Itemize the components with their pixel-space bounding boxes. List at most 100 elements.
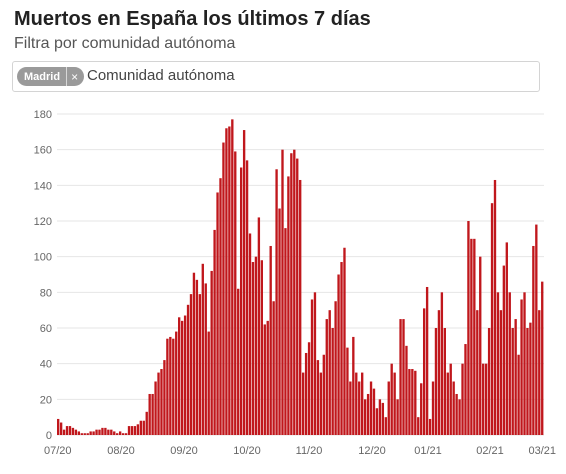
bar <box>443 328 446 435</box>
bar <box>369 381 373 435</box>
bar <box>213 229 216 435</box>
bar <box>116 433 119 435</box>
bar <box>118 431 122 435</box>
bar <box>180 320 184 435</box>
bar <box>304 352 308 435</box>
bar <box>476 310 479 435</box>
bar <box>455 393 458 435</box>
bar <box>248 233 252 435</box>
bar <box>487 328 491 435</box>
bar <box>113 431 116 435</box>
x-tick-label: 02/21 <box>476 445 504 457</box>
bar <box>95 429 98 435</box>
bar <box>263 324 266 435</box>
y-axis: 0 20 40 60 80 100 120 140 160 180 <box>34 109 52 442</box>
bar <box>425 286 429 435</box>
bar <box>361 372 364 435</box>
bar <box>80 433 83 435</box>
bar <box>484 363 488 435</box>
bar <box>139 420 142 435</box>
bar <box>89 431 92 435</box>
bar <box>417 417 420 435</box>
y-tick-label: 140 <box>34 180 52 192</box>
bar <box>98 429 101 435</box>
bar <box>62 429 66 435</box>
bar <box>234 151 237 435</box>
bar <box>92 431 95 435</box>
bar <box>204 283 207 435</box>
bar <box>178 317 181 435</box>
bar <box>245 160 249 435</box>
bar <box>390 363 393 435</box>
bar <box>340 262 343 435</box>
x-tick-label: 08/20 <box>107 445 135 457</box>
bar <box>511 328 514 435</box>
bar <box>278 208 281 435</box>
y-tick-label: 20 <box>40 394 52 406</box>
bar <box>77 431 81 435</box>
bar <box>269 245 272 435</box>
bar <box>411 369 414 435</box>
bar <box>322 354 325 435</box>
bar <box>514 319 517 435</box>
bar <box>254 256 258 435</box>
bar <box>216 192 219 435</box>
bar <box>541 281 544 435</box>
y-tick-label: 180 <box>34 109 52 121</box>
bar <box>402 319 405 435</box>
bar <box>414 370 417 435</box>
bar <box>375 408 379 435</box>
bar <box>59 422 63 435</box>
filter-placeholder: Comunidad autónoma <box>87 67 235 84</box>
bar <box>142 420 145 435</box>
bar <box>529 322 532 435</box>
bar <box>446 372 449 435</box>
region-filter-input[interactable]: Madrid × Comunidad autónoma <box>12 61 540 92</box>
bar <box>166 338 169 435</box>
bar <box>101 427 104 435</box>
x-tick-label: 07/20 <box>44 445 72 457</box>
bar <box>437 310 441 435</box>
bar <box>440 292 444 435</box>
bar <box>358 381 361 435</box>
y-tick-label: 100 <box>34 252 52 264</box>
bar <box>133 426 137 435</box>
y-tick-label: 120 <box>34 216 52 228</box>
filter-chip-madrid[interactable]: Madrid × <box>17 67 85 86</box>
chip-divider <box>66 67 68 86</box>
bar <box>195 279 199 435</box>
bar <box>287 176 290 436</box>
bar <box>296 158 299 435</box>
bar <box>405 345 408 435</box>
bar <box>225 128 228 435</box>
bar <box>121 433 125 435</box>
bar <box>313 292 317 435</box>
bar <box>458 399 461 435</box>
bar <box>422 308 426 435</box>
bar <box>526 328 529 435</box>
bar <box>151 393 154 435</box>
bar <box>319 372 323 435</box>
bar <box>349 381 352 435</box>
bar <box>363 399 367 435</box>
close-icon[interactable]: × <box>71 69 79 84</box>
y-tick-label: 40 <box>40 359 52 371</box>
bar <box>57 418 60 435</box>
x-tick-label: 01/21 <box>414 445 442 457</box>
bar <box>520 299 523 435</box>
x-axis: 07/20 08/20 09/20 10/20 11/20 12/20 01/21 02/21… <box>44 445 556 457</box>
bar <box>399 319 402 435</box>
bar <box>378 399 382 435</box>
bar <box>175 331 178 435</box>
bar <box>517 354 520 435</box>
bar <box>148 393 151 435</box>
bar <box>505 242 508 435</box>
bar <box>237 288 240 435</box>
bar <box>396 399 399 435</box>
x-tick-label: 03/21 <box>528 445 556 457</box>
bar <box>452 381 455 435</box>
bar <box>346 347 349 435</box>
bar <box>219 178 222 435</box>
bar <box>502 265 506 435</box>
bar <box>470 238 473 435</box>
